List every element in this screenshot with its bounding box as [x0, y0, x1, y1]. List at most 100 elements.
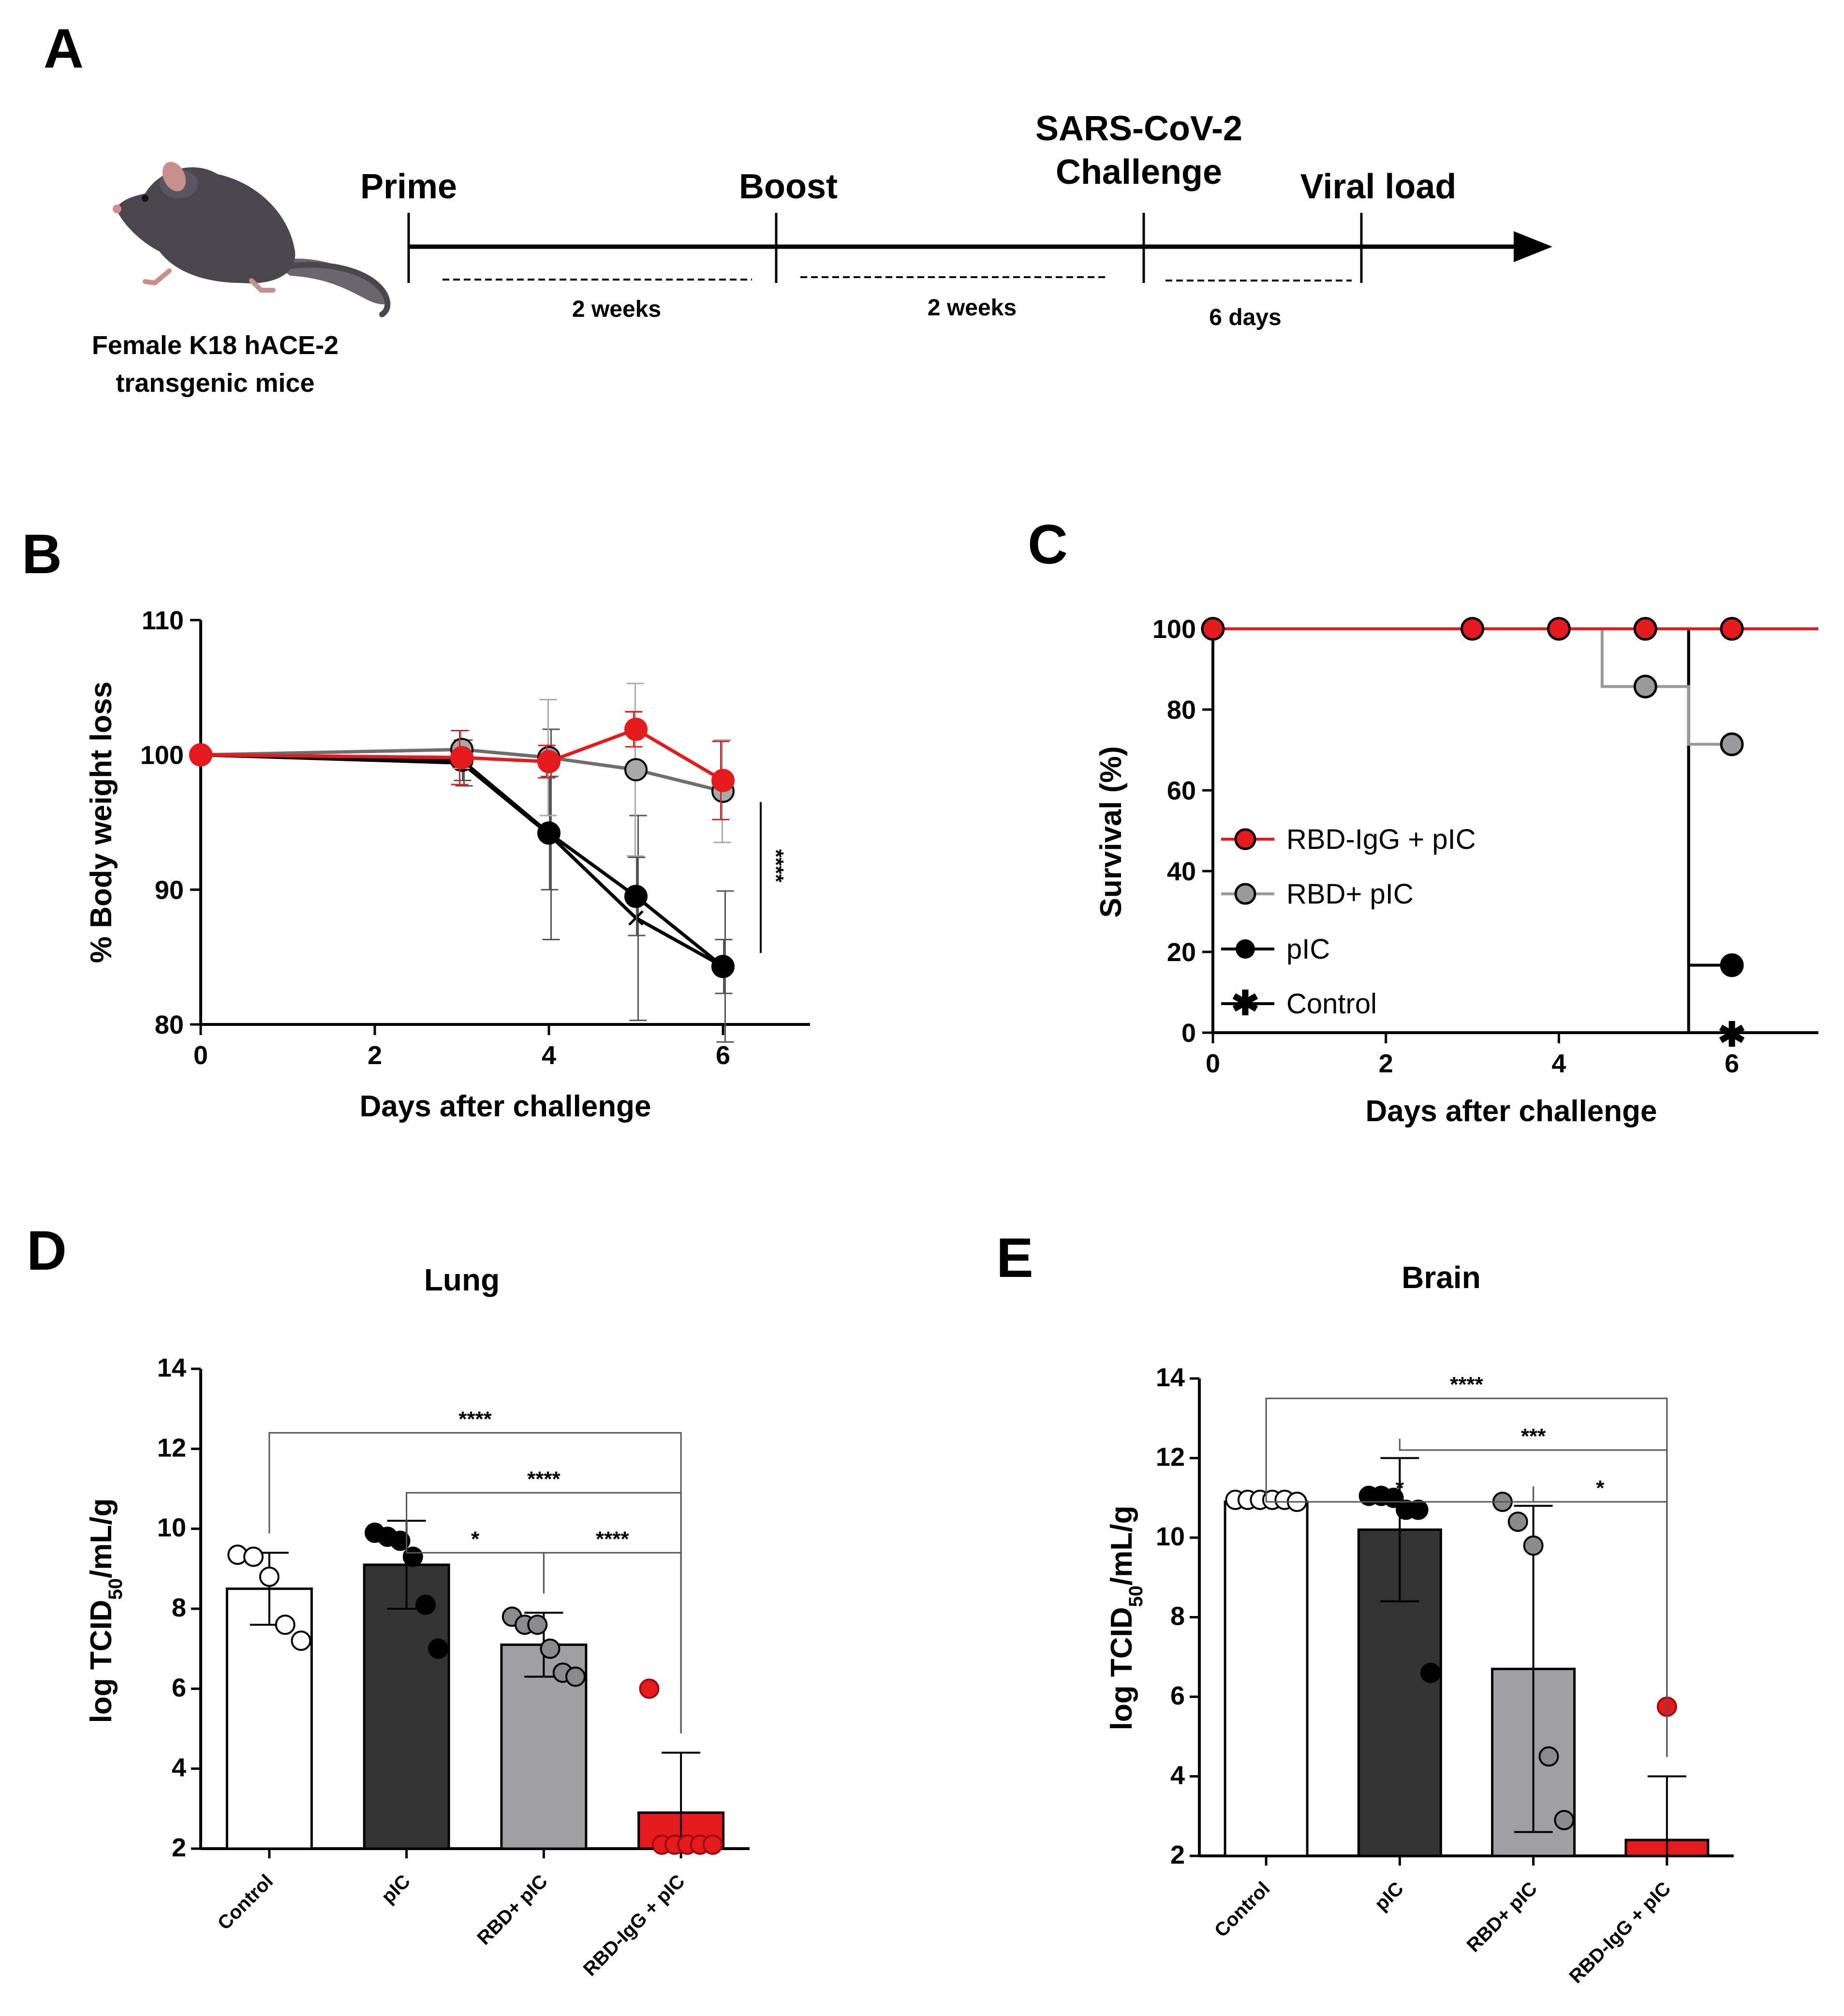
data-point [1538, 1746, 1559, 1767]
panel-letter-d: D [27, 1220, 67, 1282]
chart-e-ylabel: log TCID50/mL/g [1105, 1506, 1147, 1731]
y-tick-label: 6 [1170, 1681, 1185, 1710]
chart-d-title: Lung [424, 1262, 500, 1297]
data-point [624, 717, 648, 741]
data-point-star: ✱ [1718, 1016, 1746, 1053]
data-point [537, 821, 561, 845]
comparison-bracket: **** [1265, 1373, 1668, 1757]
x-tick-label: 0 [193, 1041, 208, 1070]
comparison-bracket: * [1533, 1476, 1668, 1757]
data-point [243, 1546, 264, 1567]
y-tick-label: 8 [1170, 1602, 1185, 1631]
y-tick-label: 90 [155, 875, 184, 904]
x-tick-label: 2 [368, 1041, 382, 1070]
panel-letter-a: A [44, 18, 84, 80]
legend-item-control: ✱ Control [1221, 984, 1377, 1022]
bracket-line [1533, 1486, 1668, 1757]
data-point [624, 758, 648, 782]
series-pic [189, 739, 735, 994]
data-point [1460, 617, 1485, 641]
y-tick-label: 80 [1167, 696, 1196, 725]
x-tick-label: 4 [542, 1041, 556, 1070]
comparison-bracket: **** [268, 1407, 682, 1734]
y-tick-label: 80 [155, 1010, 184, 1039]
significance-label: * [1396, 1476, 1404, 1500]
data-point [1507, 1512, 1528, 1532]
x-tick-label: RBD+ pIC [1463, 1878, 1541, 1956]
bracket-line [543, 1552, 682, 1734]
significance-label: **** [596, 1527, 629, 1551]
legend-label-rbd-igg-pic: RBD-IgG + pIC [1286, 824, 1476, 855]
data-point [259, 1566, 280, 1587]
data-point [1547, 617, 1571, 641]
y-tick-label: 14 [1156, 1363, 1185, 1392]
data-point [540, 1638, 561, 1659]
significance-label: *** [1521, 1424, 1546, 1448]
chart-c-xlabel: Days after challenge [1365, 1095, 1657, 1128]
y-tick-label: 10 [157, 1513, 186, 1542]
y-tick-label: 60 [1167, 776, 1196, 805]
data-point [390, 1530, 411, 1551]
data-point [1523, 1535, 1544, 1556]
bracket-line [1265, 1397, 1668, 1757]
y-tick-label: 10 [1156, 1522, 1185, 1551]
chart-b: 0 2 4 6 80 90 100 110 Days after challenge % Bo… [85, 606, 810, 1123]
series-rbd-igg-pic [1201, 617, 1818, 641]
label-boost: Boost [739, 167, 838, 206]
series-control [193, 728, 734, 1043]
interval-label-3: 6 days [1209, 305, 1281, 330]
panel-letter-b: B [22, 523, 62, 585]
data-point [639, 1678, 660, 1699]
x-tick-label: 6 [1725, 1049, 1739, 1078]
timeline: Prime Boost SARS-CoV-2 Challenge Viral l… [360, 109, 1552, 330]
x-tick-label: RBD-IgG + pIC [579, 1870, 689, 1980]
data-point [1408, 1499, 1429, 1520]
x-tick-label: 0 [1206, 1049, 1220, 1078]
data-point [1633, 674, 1657, 698]
bar-control [1224, 1500, 1309, 1857]
x-tick-label: RBD+ pIC [473, 1870, 551, 1949]
data-point [1720, 953, 1744, 978]
significance-label: **** [1450, 1373, 1483, 1396]
significance-label: * [1596, 1476, 1605, 1500]
data-point [1554, 1809, 1575, 1830]
bar-pic [363, 1563, 450, 1850]
chart-c-legend: RBD-IgG + pIC RBD+ pIC pIC ✱ Control [1221, 824, 1476, 1022]
x-tick-label: Control [1210, 1878, 1274, 1942]
data-point [702, 1834, 723, 1855]
data-point [711, 955, 735, 978]
label-viral-load: Viral load [1300, 167, 1457, 206]
mouse-caption-line1: Female K18 hACE-2 [92, 331, 339, 360]
data-point [1720, 617, 1744, 641]
y-tick-label: 12 [1156, 1443, 1185, 1472]
mouse-caption-line2: transgenic mice [116, 369, 314, 398]
label-challenge-line2: Challenge [1056, 153, 1222, 192]
label-challenge-line1: SARS-CoV-2 [1035, 109, 1242, 148]
data-point [450, 746, 473, 770]
x-tick-label: 6 [716, 1041, 730, 1070]
legend-star-icon: ✱ [1231, 984, 1260, 1022]
y-tick-label: 0 [1181, 1019, 1196, 1048]
legend-label-rbd-pic: RBD+ pIC [1286, 878, 1414, 910]
chart-d: Lung log TCID50/mL/g 2 4 6 8 10 12 14 Control pI… [85, 1262, 750, 1980]
data-point [189, 743, 212, 767]
significance-label: **** [458, 1407, 492, 1431]
panel-letter-c: C [1028, 514, 1068, 576]
y-tick-label: 14 [157, 1353, 186, 1382]
interval-label-2: 2 weeks [928, 295, 1017, 321]
legend-label-control: Control [1286, 988, 1377, 1020]
bar-control [225, 1587, 313, 1850]
legend-label-pic: pIC [1286, 934, 1330, 965]
y-tick-label: 4 [172, 1753, 186, 1782]
y-tick-label: 2 [1170, 1840, 1185, 1869]
x-tick-label: 4 [1551, 1049, 1566, 1078]
y-tick-label: 6 [172, 1673, 186, 1702]
panel-letter-e: E [996, 1227, 1033, 1289]
data-point [275, 1615, 295, 1635]
series-rbd-igg-pic [189, 711, 735, 820]
mouse-icon [113, 162, 391, 317]
series-line [200, 753, 724, 968]
y-tick-label: 100 [140, 741, 184, 770]
